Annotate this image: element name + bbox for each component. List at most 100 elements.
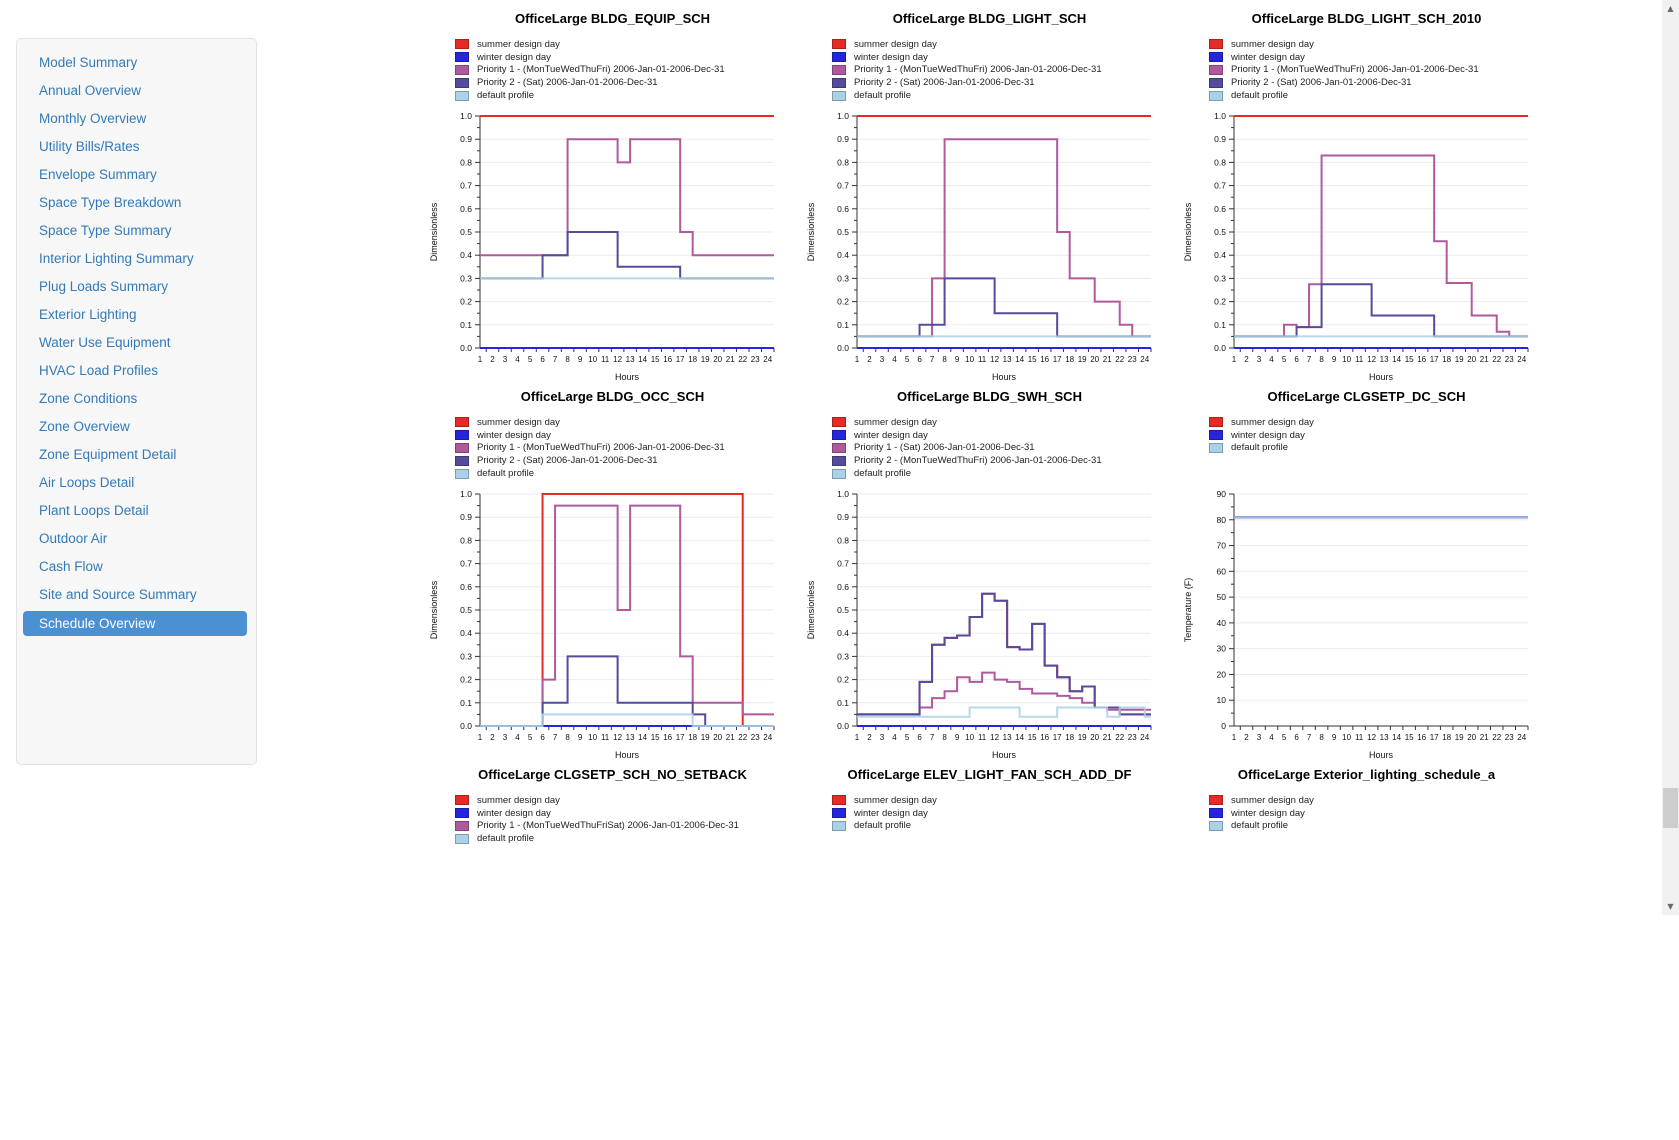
sidebar-item-plant-loops-detail[interactable]: Plant Loops Detail (39, 503, 149, 518)
legend-label: summer design day (1231, 794, 1314, 806)
legend-label: default profile (477, 468, 535, 480)
x-tick-label: 1 (478, 733, 483, 742)
y-tick-label: 0.5 (460, 227, 472, 237)
x-tick-label: 19 (1455, 733, 1464, 742)
legend-item: Priority 1 - (MonTueWedThuFri) 2006-Jan-… (455, 442, 801, 455)
y-tick-label: 0.4 (837, 250, 849, 260)
sidebar-item-cash-flow[interactable]: Cash Flow (39, 559, 103, 574)
x-tick-label: 22 (1492, 355, 1501, 364)
x-tick-label: 24 (1140, 733, 1149, 742)
x-tick-label: 13 (1380, 733, 1389, 742)
legend-label: summer design day (477, 416, 560, 428)
x-tick-label: 21 (726, 733, 735, 742)
chart-plot: 0.00.10.20.30.40.50.60.70.80.91.01 2 3 4 5 6 7… (429, 489, 775, 760)
sidebar-item-zone-equipment-detail[interactable]: Zone Equipment Detail (39, 447, 177, 462)
sidebar-item-exterior-lighting[interactable]: Exterior Lighting (39, 307, 137, 322)
x-tick-label: 13 (1380, 355, 1389, 364)
y-tick-label: 0.0 (460, 343, 472, 353)
x-tick-label: 18 (688, 355, 697, 364)
chart-legend: summer design day winter design day Priori… (455, 416, 801, 480)
x-tick-label: 16 (663, 733, 672, 742)
x-tick-label: 3 (1257, 733, 1262, 742)
chart-title: OfficeLarge BLDG_EQUIP_SCH (514, 11, 711, 26)
legend-label: summer design day (1231, 38, 1314, 50)
x-tick-label: 4 (892, 355, 897, 364)
sidebar-item-space-type-breakdown[interactable]: Space Type Breakdown (39, 195, 182, 210)
legend-swatch-icon (455, 39, 469, 50)
sidebar-item-zone-overview[interactable]: Zone Overview (39, 419, 130, 434)
legend-label: Priority 2 - (Sat) 2006-Jan-01-2006-Dec-… (1231, 77, 1412, 89)
x-tick-label: 20 (1090, 733, 1099, 742)
x-tick-label: 21 (726, 355, 735, 364)
y-tick-label: 0.2 (460, 297, 472, 307)
sidebar-item-plug-loads-summary[interactable]: Plug Loads Summary (39, 279, 169, 294)
sidebar-item-utility-bills-rates[interactable]: Utility Bills/Rates (39, 139, 140, 154)
x-tick-label: 8 (942, 355, 947, 364)
series-line (480, 504, 774, 727)
chart-title: OfficeLarge CLGSETP_SCH_NO_SETBACK (478, 767, 747, 782)
x-tick-label: 7 (1307, 733, 1312, 742)
x-tick-label: 19 (1078, 355, 1087, 364)
legend-label: Priority 1 - (MonTueWedThuFri) 2006-Jan-… (477, 64, 725, 76)
legend-label: summer design day (854, 38, 937, 50)
y-tick-label: 0.8 (837, 157, 849, 167)
sidebar-item-hvac-load-profiles[interactable]: HVAC Load Profiles (39, 363, 159, 378)
x-tick-label: 6 (917, 733, 922, 742)
x-tick-label: 12 (1367, 733, 1376, 742)
chart-title: OfficeLarge BLDG_OCC_SCH (520, 389, 705, 404)
y-tick-label: 10 (1217, 695, 1227, 705)
sidebar-item-site-and-source-summary[interactable]: Site and Source Summary (39, 587, 197, 602)
legend-item: Priority 2 - (Sat) 2006-Jan-01-2006-Dec-… (832, 76, 1178, 89)
sidebar-item-monthly-overview[interactable]: Monthly Overview (39, 111, 147, 126)
legend-swatch-icon (1209, 52, 1223, 63)
legend-swatch-icon (832, 64, 846, 75)
legend-swatch-icon (832, 430, 846, 441)
x-tick-label: 20 (713, 355, 722, 364)
x-tick-label: 21 (1480, 733, 1489, 742)
scrollbar-thumb[interactable] (1663, 788, 1678, 828)
y-axis-label: Dimensionless (429, 580, 439, 639)
sidebar-item-zone-conditions[interactable]: Zone Conditions (39, 391, 138, 406)
y-tick-label: 0.4 (837, 628, 849, 638)
y-tick-label: 0.0 (460, 721, 472, 731)
vertical-scrollbar[interactable]: ▲ ▼ (1662, 0, 1679, 915)
legend-label: winter design day (854, 51, 928, 63)
legend-item: winter design day (455, 807, 801, 820)
y-tick-label: 0.6 (837, 582, 849, 592)
x-tick-label: 4 (515, 355, 520, 364)
report-sidebar: Model Summary Annual Overview Monthly Over… (16, 38, 257, 765)
legend-swatch-icon (455, 417, 469, 428)
x-tick-label: 1 (1232, 355, 1237, 364)
legend-swatch-icon (832, 90, 846, 101)
x-tick-label: 7 (553, 355, 558, 364)
scroll-down-icon[interactable]: ▼ (1667, 902, 1674, 911)
sidebar-item-schedule-overview[interactable]: Schedule Overview (23, 611, 247, 636)
sidebar-item-air-loops-detail[interactable]: Air Loops Detail (39, 475, 135, 490)
legend-swatch-icon (455, 795, 469, 806)
x-tick-label: 4 (892, 733, 897, 742)
legend-label: default profile (1231, 820, 1289, 832)
sidebar-item-envelope-summary[interactable]: Envelope Summary (39, 167, 157, 182)
sidebar-item-water-use-equipment[interactable]: Water Use Equipment (39, 335, 171, 350)
sidebar-item-outdoor-air[interactable]: Outdoor Air (39, 531, 108, 546)
legend-swatch-icon (832, 820, 846, 831)
sidebar-item-interior-lighting-summary[interactable]: Interior Lighting Summary (39, 251, 194, 266)
sidebar-item-model-summary[interactable]: Model Summary (39, 55, 138, 70)
chart-title: OfficeLarge ELEV_LIGHT_FAN_SCH_ADD_DF (847, 767, 1132, 782)
chart-plot: 0.00.10.20.30.40.50.60.70.80.91.01 2 3 4 5 6 7… (806, 111, 1152, 382)
legend-swatch-icon (455, 442, 469, 453)
legend-label: winter design day (854, 429, 928, 441)
legend-item: summer design day (455, 38, 801, 51)
scroll-up-icon[interactable]: ▲ (1667, 4, 1674, 13)
x-tick-label: 19 (1455, 355, 1464, 364)
y-axis-label: Dimensionless (806, 580, 816, 639)
chart-legend: summer design day winter design day defaul… (1209, 794, 1555, 858)
sidebar-item-annual-overview[interactable]: Annual Overview (39, 83, 142, 98)
schedule-chart: OfficeLarge CLGSETP_SCH_NO_SETBACK summer… (424, 762, 801, 1140)
series-line (857, 592, 1151, 716)
x-tick-label: 9 (1332, 355, 1337, 364)
legend-swatch-icon (832, 39, 846, 50)
x-tick-label: 11 (601, 733, 610, 742)
chart-legend: summer design day winter design day Priori… (455, 38, 801, 102)
sidebar-item-space-type-summary[interactable]: Space Type Summary (39, 223, 172, 238)
